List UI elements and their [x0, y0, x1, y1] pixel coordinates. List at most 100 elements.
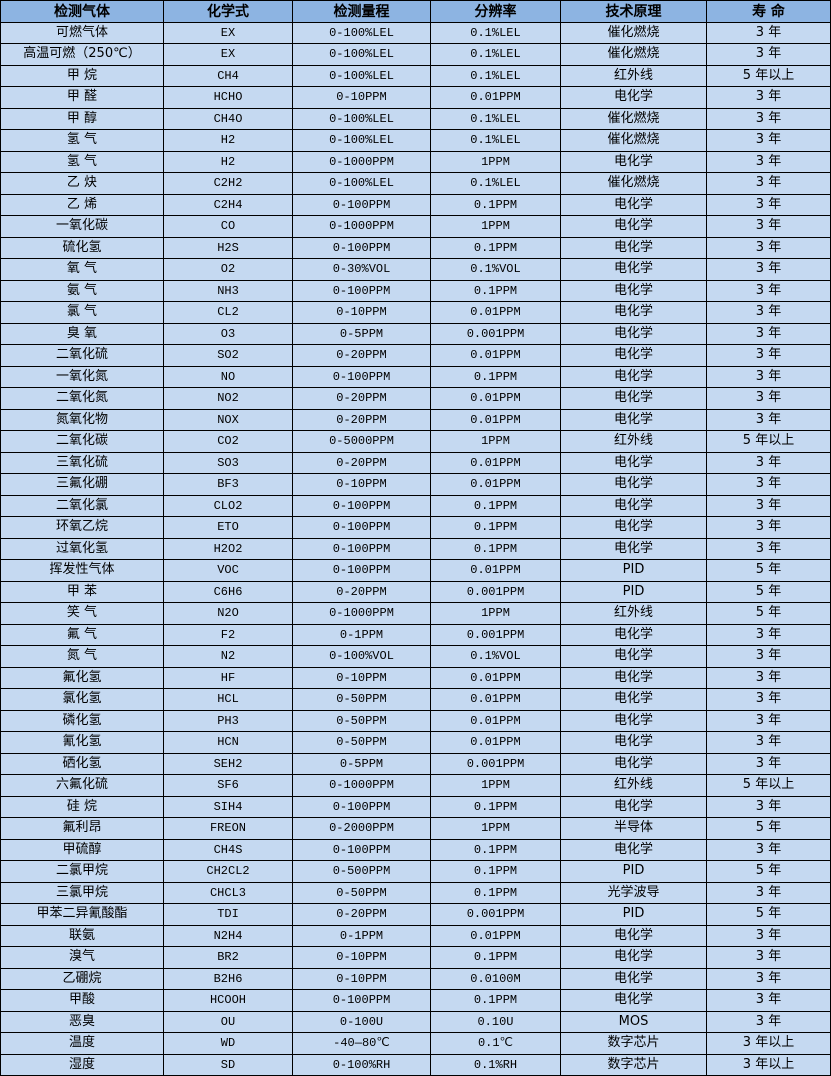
- principle-cell: 催化燃烧: [560, 129, 707, 152]
- formula-cell: CHCL3: [163, 881, 293, 904]
- range-cell: 0-20PPM: [292, 344, 431, 367]
- gas-cell: 二氧化氯: [0, 494, 164, 517]
- resolution-cell: 0.0100M: [430, 967, 561, 990]
- resolution-cell: 1PPM: [430, 150, 561, 173]
- table-row: 乙 烯 C2H4 0-100PPM 0.1PPM 电化学 3 年: [0, 193, 831, 216]
- header-row: 检测气体 化学式 检测量程 分辨率 技术原理 寿 命: [0, 0, 831, 23]
- lifetime-cell: 3 年: [706, 924, 831, 947]
- gas-cell: 磷化氢: [0, 709, 164, 732]
- table-row: 溴气 BR2 0-10PPM 0.1PPM 电化学 3 年: [0, 946, 831, 969]
- header-lifetime: 寿 命: [706, 0, 831, 23]
- lifetime-cell: 3 年: [706, 387, 831, 410]
- lifetime-cell: 3 年: [706, 258, 831, 281]
- gas-cell: 氢 气: [0, 150, 164, 173]
- gas-cell: 湿度: [0, 1053, 164, 1076]
- lifetime-cell: 3 年: [706, 623, 831, 646]
- lifetime-cell: 3 年: [706, 946, 831, 969]
- lifetime-cell: 5 年以上: [706, 774, 831, 797]
- table-row: 硅 烷 SIH4 0-100PPM 0.1PPM 电化学 3 年: [0, 795, 831, 818]
- table-row: 湿度 SD 0-100%RH 0.1%RH 数字芯片 3 年以上: [0, 1053, 831, 1076]
- formula-cell: N2: [163, 645, 293, 668]
- resolution-cell: 0.1℃: [430, 1032, 561, 1055]
- resolution-cell: 0.01PPM: [430, 924, 561, 947]
- resolution-cell: 0.1PPM: [430, 365, 561, 388]
- formula-cell: ETO: [163, 516, 293, 539]
- header-formula: 化学式: [163, 0, 293, 23]
- range-cell: 0-1000PPM: [292, 774, 431, 797]
- lifetime-cell: 3 年以上: [706, 1053, 831, 1076]
- gas-cell: 甲 苯: [0, 580, 164, 603]
- principle-cell: 电化学: [560, 301, 707, 324]
- principle-cell: 电化学: [560, 236, 707, 259]
- lifetime-cell: 3 年: [706, 838, 831, 861]
- lifetime-cell: 3 年: [706, 107, 831, 130]
- resolution-cell: 0.001PPM: [430, 580, 561, 603]
- table-row: 过氧化氢 H2O2 0-100PPM 0.1PPM 电化学 3 年: [0, 537, 831, 560]
- gas-cell: 三氧化硫: [0, 451, 164, 474]
- formula-cell: F2: [163, 623, 293, 646]
- principle-cell: 催化燃烧: [560, 43, 707, 66]
- lifetime-cell: 3 年: [706, 516, 831, 539]
- range-cell: 0-500PPM: [292, 860, 431, 883]
- resolution-cell: 0.001PPM: [430, 903, 561, 926]
- principle-cell: 电化学: [560, 688, 707, 711]
- principle-cell: 催化燃烧: [560, 172, 707, 195]
- lifetime-cell: 3 年: [706, 881, 831, 904]
- principle-cell: 电化学: [560, 365, 707, 388]
- lifetime-cell: 3 年: [706, 709, 831, 732]
- table-row: 甲 醇 CH4O 0-100%LEL 0.1%LEL 催化燃烧 3 年: [0, 107, 831, 130]
- principle-cell: 电化学: [560, 752, 707, 775]
- principle-cell: 电化学: [560, 258, 707, 281]
- resolution-cell: 0.1%LEL: [430, 107, 561, 130]
- table-row: 氨 气 NH3 0-100PPM 0.1PPM 电化学 3 年: [0, 279, 831, 302]
- principle-cell: 催化燃烧: [560, 107, 707, 130]
- range-cell: 0-20PPM: [292, 580, 431, 603]
- gas-cell: 甲苯二异氰酸酯: [0, 903, 164, 926]
- gas-cell: 一氧化碳: [0, 215, 164, 238]
- table-row: 三氟化硼 BF3 0-10PPM 0.01PPM 电化学 3 年: [0, 473, 831, 496]
- lifetime-cell: 3 年: [706, 21, 831, 44]
- table-row: 环氧乙烷 ETO 0-100PPM 0.1PPM 电化学 3 年: [0, 516, 831, 539]
- formula-cell: SF6: [163, 774, 293, 797]
- header-resolution: 分辨率: [430, 0, 561, 23]
- table-row: 甲 醛 HCHO 0-10PPM 0.01PPM 电化学 3 年: [0, 86, 831, 109]
- table-row: 高温可燃（250℃） EX 0-100%LEL 0.1%LEL 催化燃烧 3 年: [0, 43, 831, 66]
- formula-cell: HF: [163, 666, 293, 689]
- principle-cell: 电化学: [560, 344, 707, 367]
- lifetime-cell: 3 年: [706, 150, 831, 173]
- lifetime-cell: 3 年: [706, 344, 831, 367]
- lifetime-cell: 5 年: [706, 602, 831, 625]
- lifetime-cell: 3 年: [706, 301, 831, 324]
- lifetime-cell: 3 年: [706, 731, 831, 754]
- range-cell: 0-10PPM: [292, 946, 431, 969]
- range-cell: 0-100%LEL: [292, 64, 431, 87]
- range-cell: 0-1PPM: [292, 623, 431, 646]
- lifetime-cell: 5 年以上: [706, 64, 831, 87]
- resolution-cell: 0.1%LEL: [430, 43, 561, 66]
- gas-cell: 笑 气: [0, 602, 164, 625]
- resolution-cell: 0.01PPM: [430, 387, 561, 410]
- formula-cell: CH2CL2: [163, 860, 293, 883]
- header-principle: 技术原理: [560, 0, 707, 23]
- lifetime-cell: 3 年: [706, 322, 831, 345]
- resolution-cell: 0.1%VOL: [430, 645, 561, 668]
- table-row: 二氧化碳 CO2 0-5000PPM 1PPM 红外线 5 年以上: [0, 430, 831, 453]
- range-cell: 0-100PPM: [292, 537, 431, 560]
- principle-cell: 电化学: [560, 86, 707, 109]
- principle-cell: MOS: [560, 1010, 707, 1033]
- range-cell: 0-100%LEL: [292, 172, 431, 195]
- principle-cell: 电化学: [560, 451, 707, 474]
- lifetime-cell: 5 年以上: [706, 430, 831, 453]
- header-range: 检测量程: [292, 0, 431, 23]
- table-row: 硫化氢 H2S 0-100PPM 0.1PPM 电化学 3 年: [0, 236, 831, 259]
- principle-cell: PID: [560, 580, 707, 603]
- formula-cell: NOX: [163, 408, 293, 431]
- range-cell: 0-100PPM: [292, 279, 431, 302]
- resolution-cell: 0.1%LEL: [430, 129, 561, 152]
- gas-cell: 乙硼烷: [0, 967, 164, 990]
- table-row: 氰化氢 HCN 0-50PPM 0.01PPM 电化学 3 年: [0, 731, 831, 754]
- formula-cell: CH4: [163, 64, 293, 87]
- table-row: 氟利昂 FREON 0-2000PPM 1PPM 半导体 5 年: [0, 817, 831, 840]
- principle-cell: 半导体: [560, 817, 707, 840]
- resolution-cell: 0.10U: [430, 1010, 561, 1033]
